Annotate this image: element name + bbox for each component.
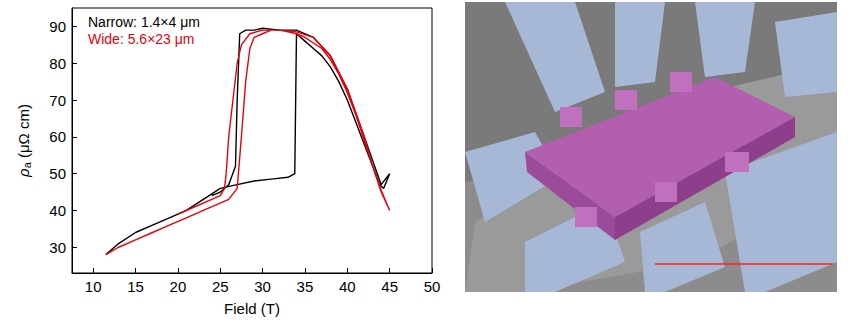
svg-text:90: 90 [49, 18, 66, 35]
svg-text:40: 40 [49, 202, 66, 219]
svg-text:Narrow: 1.4×4 μm: Narrow: 1.4×4 μm [88, 14, 200, 30]
svg-text:ρ: ρ [15, 168, 32, 178]
svg-text:20: 20 [170, 278, 187, 295]
svg-text:30: 30 [49, 239, 66, 256]
svg-text:25: 25 [212, 278, 229, 295]
svg-text:(μΩ cm): (μΩ cm) [15, 104, 32, 162]
svg-text:80: 80 [49, 55, 66, 72]
svg-text:70: 70 [49, 92, 66, 109]
svg-text:10: 10 [85, 278, 102, 295]
svg-text:45: 45 [381, 278, 398, 295]
svg-text:60: 60 [49, 128, 66, 145]
svg-text:15: 15 [127, 278, 144, 295]
svg-text:Field (T): Field (T) [224, 300, 280, 317]
svg-text:a: a [20, 162, 33, 169]
svg-text:40: 40 [339, 278, 356, 295]
svg-text:Wide: 5.6×23 μm: Wide: 5.6×23 μm [88, 31, 195, 47]
svg-text:35: 35 [297, 278, 314, 295]
svg-text:50: 50 [424, 278, 441, 295]
svg-text:30: 30 [254, 278, 271, 295]
svg-text:50: 50 [49, 165, 66, 182]
